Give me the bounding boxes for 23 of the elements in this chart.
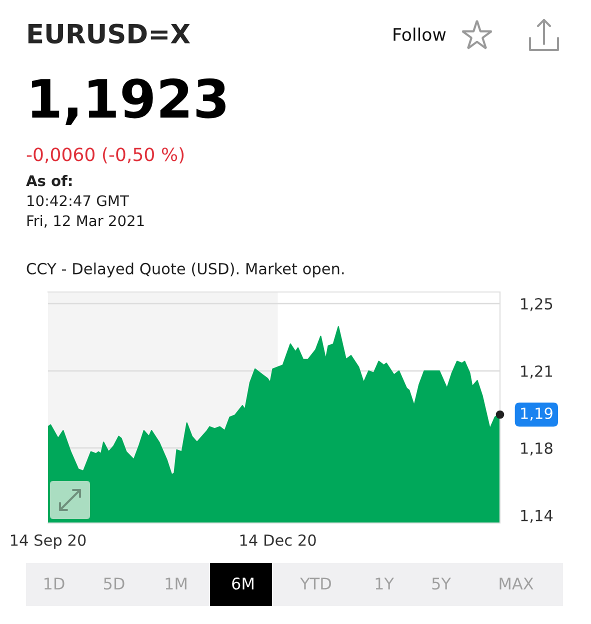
y-tick-label: 1,21 bbox=[521, 365, 552, 379]
text: 5D bbox=[104, 578, 124, 590]
annotation: 1,19 bbox=[521, 408, 552, 421]
x-tick-label: 14 Sep 20 bbox=[10, 534, 86, 549]
x-tick-label: 14 Dec 20 bbox=[240, 534, 316, 546]
chart-subtitle: CCY - Delayed Quote (USD). Market open. bbox=[26, 262, 344, 278]
y-tick-label: 1,14 bbox=[521, 510, 553, 523]
text: 1Y bbox=[376, 578, 394, 590]
y-tick-label: 1,18 bbox=[521, 442, 552, 456]
y-tick-label: 1,25 bbox=[521, 298, 552, 312]
text: MAX bbox=[500, 578, 534, 590]
text: Fri, 12 Mar 2021 bbox=[27, 214, 144, 228]
text: 10:42:47 GMT bbox=[28, 195, 129, 206]
text: 1,1923 bbox=[32, 78, 226, 126]
text: -0,0060 (-0,50 %) bbox=[26, 147, 184, 164]
text: 6M bbox=[232, 578, 254, 590]
chart-title: EURUSD=X bbox=[28, 24, 190, 44]
text: As of: bbox=[26, 174, 72, 186]
text: 5Y bbox=[432, 578, 451, 590]
text: 1M bbox=[166, 578, 186, 590]
text: YTD bbox=[300, 578, 331, 590]
text: 1D bbox=[44, 578, 64, 590]
text: Follow bbox=[394, 28, 446, 42]
